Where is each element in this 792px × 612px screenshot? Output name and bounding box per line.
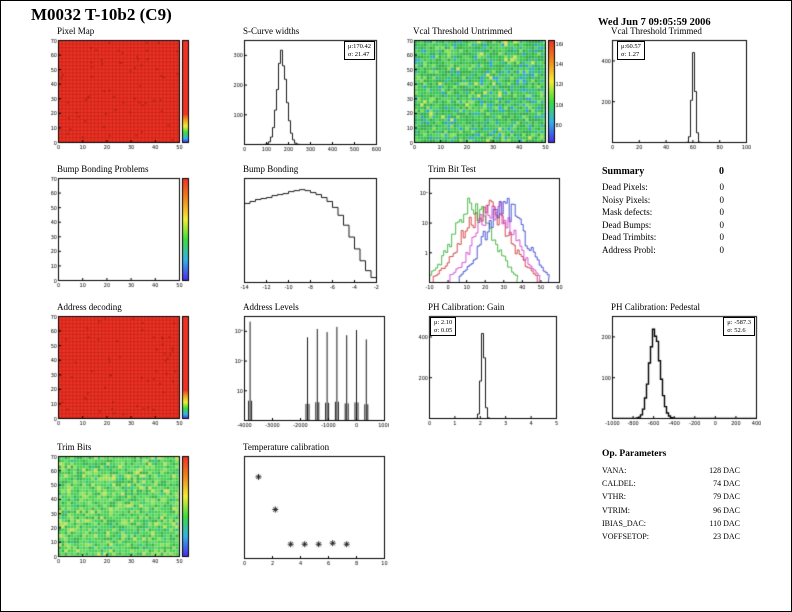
stats-box: μ: 2.10 σ: 0.05	[430, 317, 457, 336]
stats-mu: μ: -587.3	[727, 319, 751, 326]
summary-row-value: 0	[719, 232, 725, 242]
address-decoding-chart	[45, 313, 197, 427]
stats-box: μ:60.57 σ: 1.27	[617, 41, 645, 60]
summary-row-value: 0	[719, 219, 725, 230]
summary-row-label: Dead Trimbits:	[602, 232, 657, 242]
stats-mu: μ:170.42	[347, 43, 371, 50]
panel-title: Trim Bits	[57, 442, 92, 452]
summary-row-value: 0	[719, 182, 725, 192]
panel-title: Bump Bonding	[243, 164, 299, 174]
op-param-label: IBIAS_DAC:	[602, 518, 647, 528]
op-param-value: 23 DAC	[713, 532, 740, 542]
address-levels-chart	[231, 313, 389, 429]
op-param-value: 79 DAC	[713, 492, 740, 502]
panel-vcal-threshold-trimmed: Vcal Threshold Trimmed μ:60.57 σ: 1.27	[599, 25, 751, 151]
panel-address-decoding: Address decoding	[45, 301, 197, 427]
summary-row-label: Dead Pixels:	[602, 182, 648, 192]
panel-ph-calibration-gain: PH Calibration: Gain μ: 2.10 σ: 0.05	[416, 301, 561, 427]
summary-row-label: Mask defects:	[602, 207, 653, 217]
op-param-value: 96 DAC	[713, 505, 740, 515]
stats-sigma: σ: 0.05	[434, 326, 453, 334]
panel-scurve-widths: S-Curve widths μ:170.42 σ: 21.47	[231, 25, 381, 153]
summary-block: Summary 0 Dead Pixels: 0 Noisy Pixels: 0 M…	[602, 166, 724, 256]
panel-ph-calibration-pedestal: PH Calibration: Pedestal μ: -587.3 σ: 52…	[599, 301, 761, 427]
op-param-label: VOFFSETOP:	[602, 532, 649, 542]
panel-title: PH Calibration: Pedestal	[611, 302, 700, 312]
page-title: M0032 T-10b2 (C9)	[31, 5, 172, 24]
panel-bump-bonding-problems: Bump Bonding Problems	[45, 163, 197, 289]
summary-row-value: 0	[719, 244, 725, 255]
op-parameters-heading: Op. Parameters	[602, 449, 667, 459]
panel-title: Address decoding	[57, 302, 122, 312]
op-param-label: VTHR:	[602, 492, 626, 502]
vcal-threshold-untrimmed-chart	[401, 37, 563, 151]
op-param-label: VTRIM:	[602, 505, 630, 515]
summary-total: 0	[719, 166, 724, 177]
trim-bit-test-chart	[416, 175, 564, 291]
timestamp: Wed Jun 7 09:05:59 2006	[598, 17, 711, 28]
panel-title: Bump Bonding Problems	[57, 164, 149, 174]
panel-title: PH Calibration: Gain	[428, 302, 505, 312]
summary-row-label: Dead Bumps:	[602, 219, 652, 230]
bump-bonding-chart	[231, 175, 381, 291]
op-param-label: VANA:	[602, 466, 627, 475]
op-param-value: 128 DAC	[709, 466, 740, 475]
pixel-map-chart	[45, 37, 197, 151]
op-param-label: CALDEL:	[602, 479, 636, 489]
panel-title: Vcal Threshold Untrimmed	[413, 26, 513, 36]
stats-box: μ:170.42 σ: 21.47	[343, 41, 375, 60]
summary-heading: Summary	[602, 166, 645, 177]
op-param-value: 110 DAC	[709, 518, 740, 528]
bump-bonding-problems-chart	[45, 175, 197, 289]
panel-title: S-Curve widths	[243, 26, 300, 36]
panel-bump-bonding: Bump Bonding	[231, 163, 381, 291]
stats-box: μ: -587.3 σ: 52.6	[723, 317, 755, 336]
stats-mu: μ:60.57	[621, 43, 641, 50]
panel-pixel-map: Pixel Map	[45, 25, 197, 151]
panel-trim-bit-test: Trim Bit Test	[416, 163, 564, 291]
trim-bits-chart	[45, 453, 197, 565]
panel-title: Address Levels	[243, 302, 299, 312]
panel-address-levels: Address Levels	[231, 301, 389, 429]
temperature-calibration-chart	[231, 453, 389, 567]
panel-title: Vcal Threshold Trimmed	[611, 26, 702, 36]
panel-vcal-threshold-untrimmed: Vcal Threshold Untrimmed	[401, 25, 563, 151]
stats-sigma: σ: 1.27	[621, 50, 640, 58]
stats-mu: μ: 2.10	[434, 319, 453, 326]
panel-title: Trim Bit Test	[428, 164, 476, 174]
op-param-value: 74 DAC	[713, 479, 740, 489]
op-parameters-block: Op. Parameters VANA: 128 DAC CALDEL: 74 DA…	[602, 449, 740, 543]
summary-row-label: Noisy Pixels:	[602, 194, 651, 205]
panel-title: Pixel Map	[57, 26, 95, 36]
summary-row-value: 0	[719, 194, 725, 205]
summary-row-label: Address Probl:	[602, 244, 656, 255]
panel-temperature-calibration: Temperature calibration	[231, 441, 389, 567]
summary-row-value: 0	[719, 207, 725, 217]
stats-sigma: σ: 52.6	[727, 326, 746, 334]
panel-title: Temperature calibration	[243, 442, 330, 452]
stats-sigma: σ: 21.47	[347, 50, 370, 58]
panel-trim-bits: Trim Bits	[45, 441, 197, 565]
